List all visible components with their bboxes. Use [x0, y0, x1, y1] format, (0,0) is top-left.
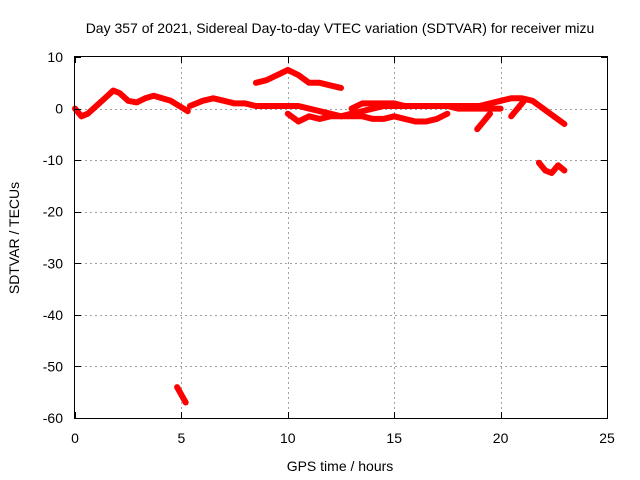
x-tick-label: 20: [493, 430, 509, 446]
gridlines: [75, 57, 607, 418]
data-series-group: [72, 66, 568, 406]
series-track-7: [508, 97, 527, 120]
series-track-1: [72, 87, 191, 120]
plot-frame: [74, 56, 608, 419]
series-track-6: [474, 110, 493, 133]
chart-title: Day 357 of 2021, Sidereal Day-to-day VTE…: [86, 20, 595, 36]
x-axis-label: GPS time / hours: [287, 458, 394, 474]
x-tick-label: 5: [178, 430, 186, 446]
x-tick-label: 25: [599, 430, 615, 446]
series-track-5: [348, 100, 504, 112]
series-track-4: [252, 66, 344, 91]
axis-ticks: [75, 57, 608, 419]
y-tick-label: 10: [47, 49, 63, 65]
series-track-2: [186, 95, 568, 127]
x-tick-label: 10: [280, 430, 296, 446]
y-tick-label: 0: [55, 101, 63, 117]
y-tick-label: -30: [43, 255, 63, 271]
y-tick-label: -50: [43, 358, 63, 374]
x-tick-label: 0: [71, 430, 79, 446]
x-tick-label: 15: [386, 430, 402, 446]
series-track-9: [174, 384, 189, 406]
series-track-3: [284, 110, 451, 125]
series-track-8: [535, 159, 568, 176]
y-tick-label: -40: [43, 307, 63, 323]
y-axis-label: SDTVAR / TECUs: [6, 182, 22, 294]
x-axis-tick-labels: 0 5 10 15 20 25: [71, 430, 615, 446]
y-tick-label: -20: [43, 204, 63, 220]
y-tick-label: -10: [43, 152, 63, 168]
y-axis-tick-labels: 10 0 -10 -20 -30 -40 -50 -60: [43, 49, 63, 426]
y-tick-label: -60: [43, 410, 63, 426]
